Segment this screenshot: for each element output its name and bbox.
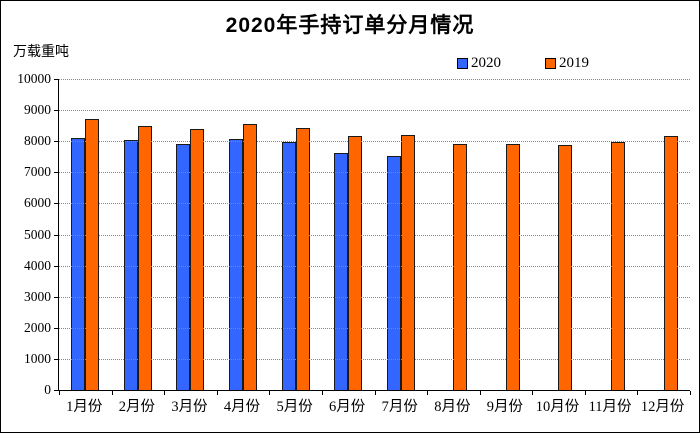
legend-label-2019: 2019 xyxy=(559,55,589,71)
x-axis-tick xyxy=(532,391,534,395)
y-axis-tick-label: 9000 xyxy=(24,102,51,118)
y-axis-tick xyxy=(54,141,58,143)
gridline xyxy=(59,79,690,80)
x-axis-tick xyxy=(164,391,166,395)
y-axis-tick-label: 2000 xyxy=(24,319,51,335)
x-axis-tick-label-month-6: 6月份 xyxy=(329,399,366,415)
y-axis-tick xyxy=(54,234,58,236)
bar-2019-month-8 xyxy=(453,144,468,390)
y-axis-tick xyxy=(54,265,58,267)
bar-group-month-1 xyxy=(59,79,112,390)
x-axis-tick-label-month-4: 4月份 xyxy=(223,399,261,415)
y-axis-tick-label: 3000 xyxy=(24,288,51,304)
gridline xyxy=(59,141,690,143)
y-axis-tick xyxy=(54,358,58,360)
bar-2019-month-7 xyxy=(400,134,415,390)
bar-2020-month-7 xyxy=(386,155,401,390)
bar-2020-month-3 xyxy=(176,143,191,390)
gridline xyxy=(59,296,690,298)
bar-group-month-4 xyxy=(217,79,270,390)
x-axis-tick xyxy=(427,391,429,395)
x-axis-tick-label-month-8: 8月份 xyxy=(434,399,471,415)
bar-2019-month-2 xyxy=(137,125,152,390)
x-axis-tick xyxy=(479,391,481,395)
bar-2019-month-4 xyxy=(243,124,258,390)
x-axis-tick-label-month-2: 2月份 xyxy=(118,399,155,415)
y-axis-tick-label: 6000 xyxy=(24,195,51,211)
legend-swatch-2020-icon xyxy=(457,58,468,69)
bar-2019-month-10 xyxy=(558,145,573,390)
y-axis-tick xyxy=(54,390,58,391)
bar-2020-month-4 xyxy=(229,139,244,390)
chart-title: 2020年手持订单分月情况 xyxy=(225,14,475,37)
x-axis-tick-label-month-9: 9月份 xyxy=(486,399,524,415)
bar-2020-month-2 xyxy=(123,140,138,390)
x-axis-tick xyxy=(59,391,60,395)
gridline xyxy=(59,234,690,236)
x-axis-tick xyxy=(321,391,323,395)
y-axis-tick-label: 1000 xyxy=(24,350,51,366)
bar-2019-month-1 xyxy=(85,118,100,390)
x-axis-tick-labels: 1月份 2月份 3月份 4月份 5月份 6月份 7月份 8月份 9月份 10月份 11月份 12月份 xyxy=(58,395,689,416)
bar-2019-month-9 xyxy=(505,143,520,390)
legend-label-2020: 2020 xyxy=(471,55,501,71)
x-axis-tick xyxy=(216,391,218,395)
legend-item-2019: 2019 xyxy=(545,55,589,72)
x-axis-tick-label-month-3: 3月份 xyxy=(171,399,208,415)
y-axis-tick-label: 5000 xyxy=(24,226,51,242)
y-axis-tick xyxy=(54,327,58,329)
gridline xyxy=(59,110,690,112)
bar-group-month-12 xyxy=(637,79,690,390)
x-axis-tick xyxy=(584,391,586,395)
x-axis-tick xyxy=(690,391,691,395)
x-axis-tick-label-month-11: 11月份 xyxy=(588,399,632,415)
legend: 2020 2019 xyxy=(457,55,589,72)
x-axis-tick-label-month-1: 1月份 xyxy=(66,399,103,415)
x-axis-tick-label-month-10: 10月份 xyxy=(535,399,580,415)
x-axis-tick-label-month-12: 12月份 xyxy=(640,399,685,415)
legend-item-2020: 2020 xyxy=(457,55,501,72)
bar-2020-month-1 xyxy=(71,138,86,390)
y-axis-tick-label: 8000 xyxy=(24,133,51,149)
plot-area xyxy=(54,79,691,395)
x-axis-tick-label-month-7: 7月份 xyxy=(381,399,418,415)
bar-2020-month-6 xyxy=(334,153,349,390)
bar-2019-month-5 xyxy=(295,127,310,390)
gridline xyxy=(59,358,690,360)
bar-group-month-6 xyxy=(322,79,375,390)
y-axis-tick-labels: 0 1000 2000 3000 4000 5000 6000 7000 8000 9000 100… xyxy=(1,71,51,397)
x-axis-tick xyxy=(269,391,271,395)
y-axis-tick-label: 4000 xyxy=(24,257,51,273)
y-axis-tick xyxy=(54,110,58,112)
y-axis-tick-label: 0 xyxy=(44,382,51,397)
y-axis-tick-label: 7000 xyxy=(24,164,51,180)
legend-swatch-2019-icon xyxy=(545,58,556,69)
y-axis-tick xyxy=(54,172,58,174)
gridline xyxy=(59,172,690,174)
gridline xyxy=(59,327,690,329)
y-axis-tick xyxy=(54,296,58,298)
bar-2019-month-12 xyxy=(663,136,678,390)
bar-2019-month-6 xyxy=(348,135,363,390)
gridline xyxy=(59,265,690,267)
x-axis-tick xyxy=(637,391,639,395)
x-axis-tick-label-month-5: 5月份 xyxy=(276,399,313,415)
x-axis-tick xyxy=(111,391,113,395)
gridline xyxy=(59,203,690,205)
bar-2019-month-3 xyxy=(190,128,205,390)
y-axis-tick-label: 10000 xyxy=(17,71,51,86)
x-axis-tick xyxy=(374,391,376,395)
bar-group-month-10 xyxy=(532,79,585,390)
y-axis-unit-label: 万载重吨 xyxy=(13,45,69,60)
bar-group-month-2 xyxy=(112,79,165,390)
y-axis-tick xyxy=(54,203,58,205)
bar-group-month-7 xyxy=(374,79,427,390)
y-axis-tick xyxy=(54,79,58,80)
